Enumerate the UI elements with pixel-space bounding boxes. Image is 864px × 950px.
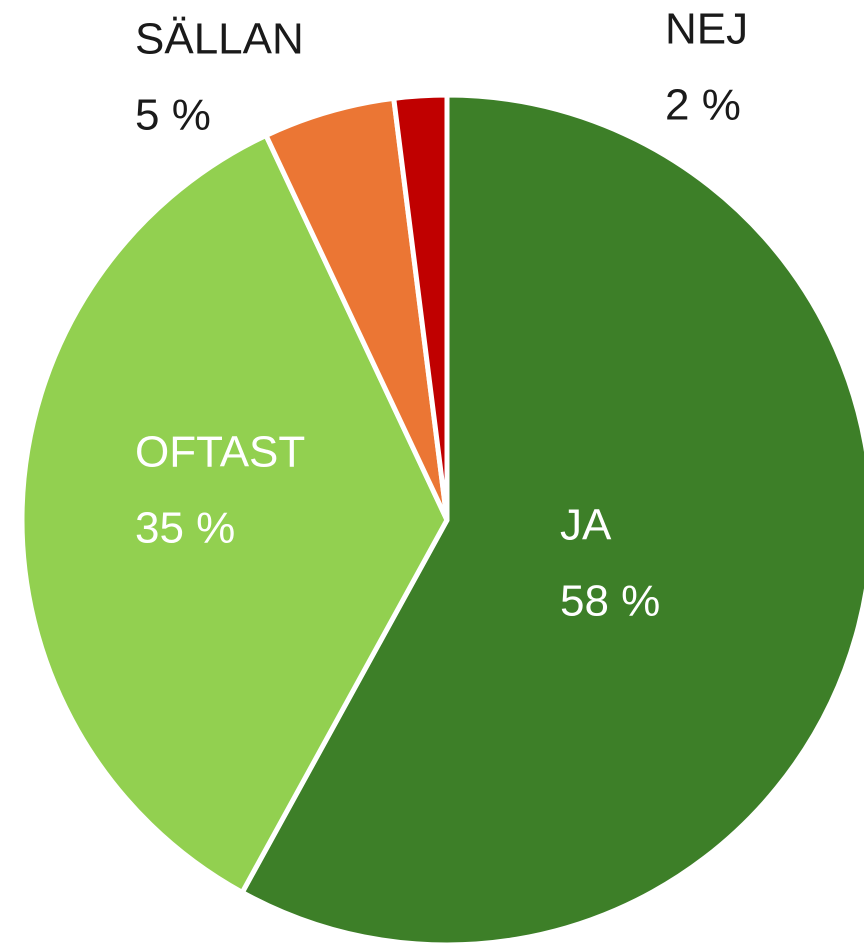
slice-name-label: OFTAST (135, 428, 305, 477)
slice-value-label: 2 % (665, 81, 741, 130)
pie-slice (239, 92, 864, 948)
pie-slice (391, 92, 450, 523)
slice-value-label: 35 % (135, 504, 235, 553)
slice-name-label: NEJ (665, 5, 748, 54)
slice-name-label: SÄLLAN (135, 15, 304, 64)
slice-value-label: 58 % (560, 577, 660, 626)
slice-value-label: 5 % (135, 91, 211, 140)
slice-name-label: JA (560, 501, 612, 550)
pie-slice (19, 132, 450, 895)
